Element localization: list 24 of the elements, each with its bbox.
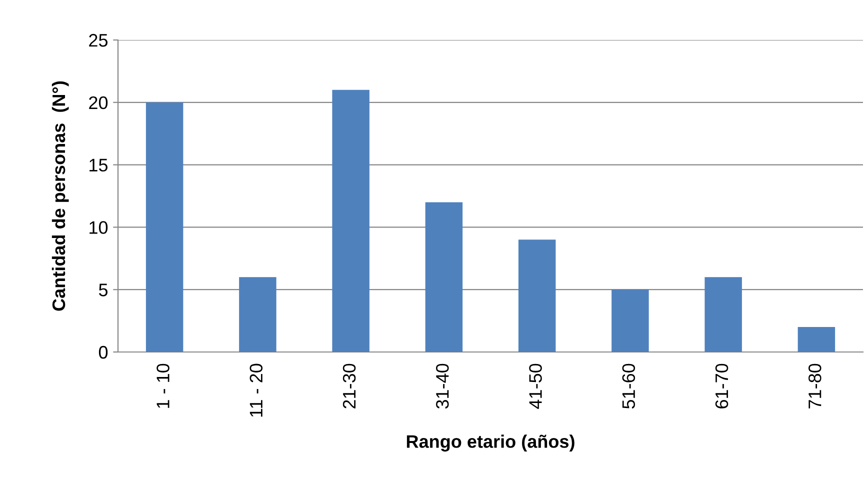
y-tick-label: 20 <box>89 96 108 110</box>
bar <box>612 290 649 352</box>
y-tick-label: 0 <box>98 346 108 359</box>
x-axis-title: Rango etario (años) <box>406 434 574 452</box>
bar <box>425 202 463 352</box>
y-axis-title: Cantidad de personas (N°) <box>52 81 69 311</box>
x-tick-label: 31-40 <box>436 364 449 409</box>
y-tick-label: 25 <box>89 34 108 47</box>
x-tick-label: 71-80 <box>808 364 822 408</box>
bar <box>798 327 836 352</box>
bar <box>146 102 184 352</box>
y-tick-label: 15 <box>90 158 108 172</box>
bar <box>704 277 742 352</box>
y-tick-label: 10 <box>90 221 108 234</box>
x-tick-label: 61-70 <box>715 364 728 408</box>
x-tick-label: 51-60 <box>622 364 636 409</box>
y-tick-label: 5 <box>98 284 108 296</box>
x-tick-label: 41-50 <box>529 364 542 409</box>
x-tick-label: 11 - 20 <box>250 364 263 417</box>
bar <box>239 277 276 352</box>
x-tick-label: 1 - 10 <box>156 364 170 408</box>
x-tick-label: 21-30 <box>342 364 356 408</box>
bar <box>332 90 370 352</box>
bar <box>518 240 556 352</box>
